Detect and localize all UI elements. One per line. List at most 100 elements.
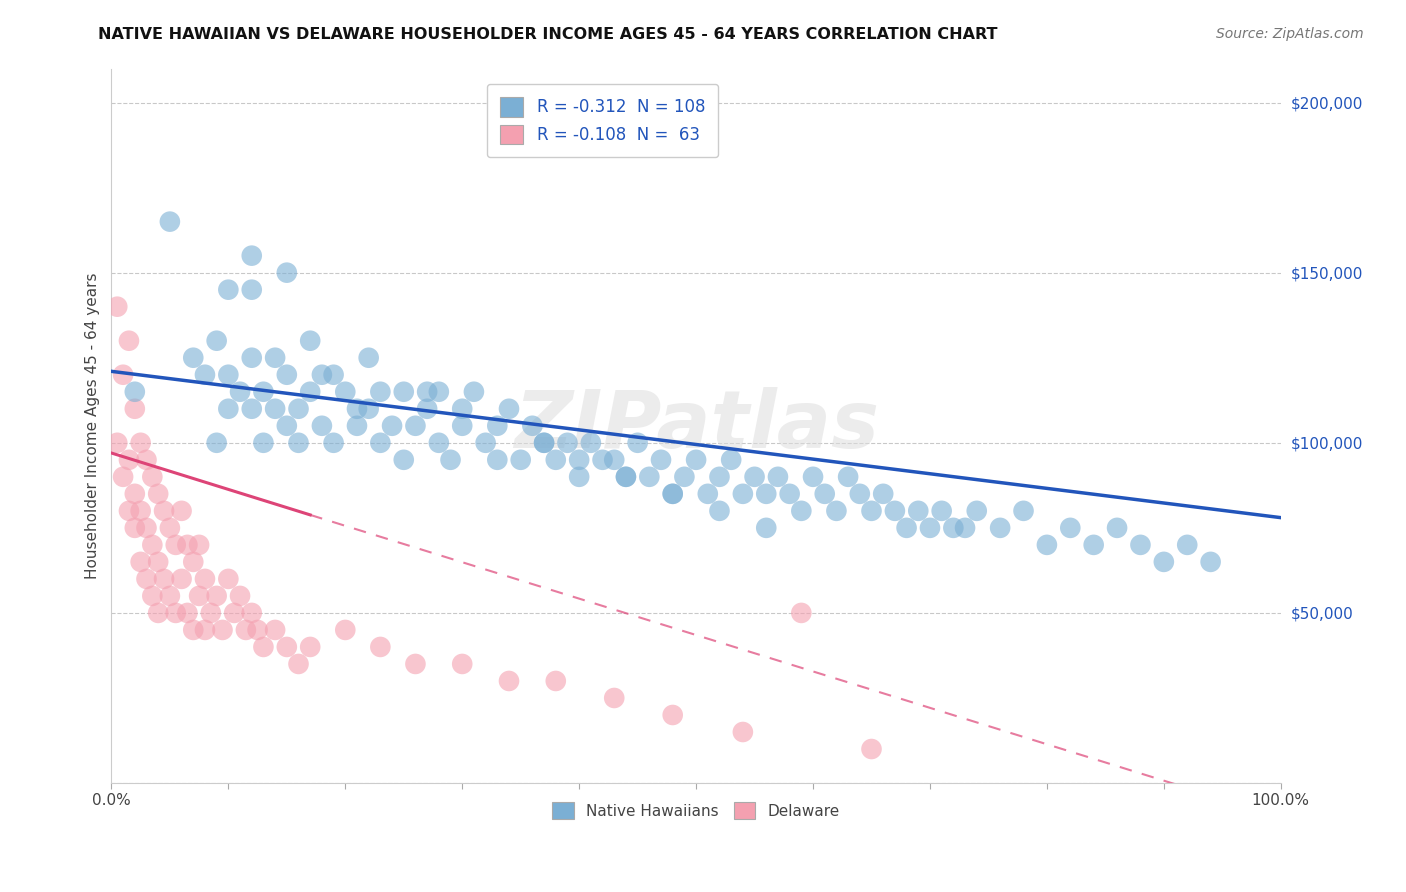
Point — [188, 589, 211, 603]
Point — [205, 334, 228, 348]
Point — [439, 452, 461, 467]
Text: NATIVE HAWAIIAN VS DELAWARE HOUSEHOLDER INCOME AGES 45 - 64 YEARS CORRELATION CH: NATIVE HAWAIIAN VS DELAWARE HOUSEHOLDER … — [98, 27, 998, 42]
Point — [790, 606, 813, 620]
Point — [1107, 521, 1129, 535]
Point — [766, 470, 789, 484]
Point — [814, 487, 837, 501]
Point — [451, 401, 474, 416]
Point — [451, 657, 474, 671]
Point — [568, 452, 591, 467]
Point — [135, 521, 157, 535]
Point — [709, 470, 731, 484]
Point — [650, 452, 672, 467]
Point — [1012, 504, 1035, 518]
Point — [264, 401, 287, 416]
Point — [165, 606, 187, 620]
Point — [181, 555, 204, 569]
Point — [533, 435, 555, 450]
Point — [170, 572, 193, 586]
Point — [918, 521, 941, 535]
Point — [883, 504, 905, 518]
Point — [240, 401, 263, 416]
Point — [112, 368, 135, 382]
Point — [159, 521, 181, 535]
Point — [240, 351, 263, 365]
Point — [860, 742, 883, 756]
Point — [931, 504, 953, 518]
Point — [181, 623, 204, 637]
Point — [498, 401, 520, 416]
Point — [509, 452, 531, 467]
Point — [148, 606, 170, 620]
Point — [129, 435, 152, 450]
Point — [217, 283, 239, 297]
Point — [188, 538, 211, 552]
Point — [124, 521, 146, 535]
Point — [129, 504, 152, 518]
Point — [860, 504, 883, 518]
Point — [801, 470, 824, 484]
Point — [299, 640, 322, 654]
Point — [1036, 538, 1059, 552]
Point — [118, 504, 141, 518]
Point — [217, 401, 239, 416]
Text: Source: ZipAtlas.com: Source: ZipAtlas.com — [1216, 27, 1364, 41]
Point — [299, 384, 322, 399]
Point — [322, 368, 344, 382]
Point — [159, 214, 181, 228]
Point — [638, 470, 661, 484]
Point — [124, 487, 146, 501]
Text: ZIPatlas: ZIPatlas — [513, 387, 879, 465]
Point — [849, 487, 872, 501]
Point — [200, 606, 222, 620]
Point — [240, 606, 263, 620]
Point — [118, 452, 141, 467]
Point — [614, 470, 637, 484]
Point — [217, 572, 239, 586]
Point — [346, 418, 368, 433]
Point — [276, 418, 298, 433]
Point — [779, 487, 801, 501]
Point — [240, 249, 263, 263]
Point — [1059, 521, 1081, 535]
Point — [229, 384, 252, 399]
Point — [194, 368, 217, 382]
Point — [124, 401, 146, 416]
Point — [105, 300, 128, 314]
Point — [264, 623, 287, 637]
Point — [153, 572, 176, 586]
Point — [592, 452, 614, 467]
Point — [603, 690, 626, 705]
Point — [381, 418, 404, 433]
Point — [544, 452, 567, 467]
Point — [896, 521, 918, 535]
Point — [311, 418, 333, 433]
Point — [299, 334, 322, 348]
Point — [427, 435, 450, 450]
Point — [1129, 538, 1152, 552]
Point — [790, 504, 813, 518]
Point — [141, 538, 163, 552]
Point — [276, 266, 298, 280]
Legend: Native Hawaiians, Delaware: Native Hawaiians, Delaware — [547, 796, 846, 825]
Point — [252, 384, 274, 399]
Point — [141, 589, 163, 603]
Y-axis label: Householder Income Ages 45 - 64 years: Householder Income Ages 45 - 64 years — [86, 273, 100, 579]
Point — [252, 435, 274, 450]
Point — [118, 334, 141, 348]
Point — [474, 435, 496, 450]
Point — [614, 470, 637, 484]
Point — [463, 384, 485, 399]
Point — [392, 384, 415, 399]
Point — [159, 589, 181, 603]
Point — [568, 470, 591, 484]
Point — [744, 470, 766, 484]
Point — [661, 487, 683, 501]
Point — [135, 572, 157, 586]
Point — [194, 572, 217, 586]
Point — [153, 504, 176, 518]
Point — [217, 368, 239, 382]
Point — [235, 623, 257, 637]
Point — [276, 640, 298, 654]
Point — [755, 521, 778, 535]
